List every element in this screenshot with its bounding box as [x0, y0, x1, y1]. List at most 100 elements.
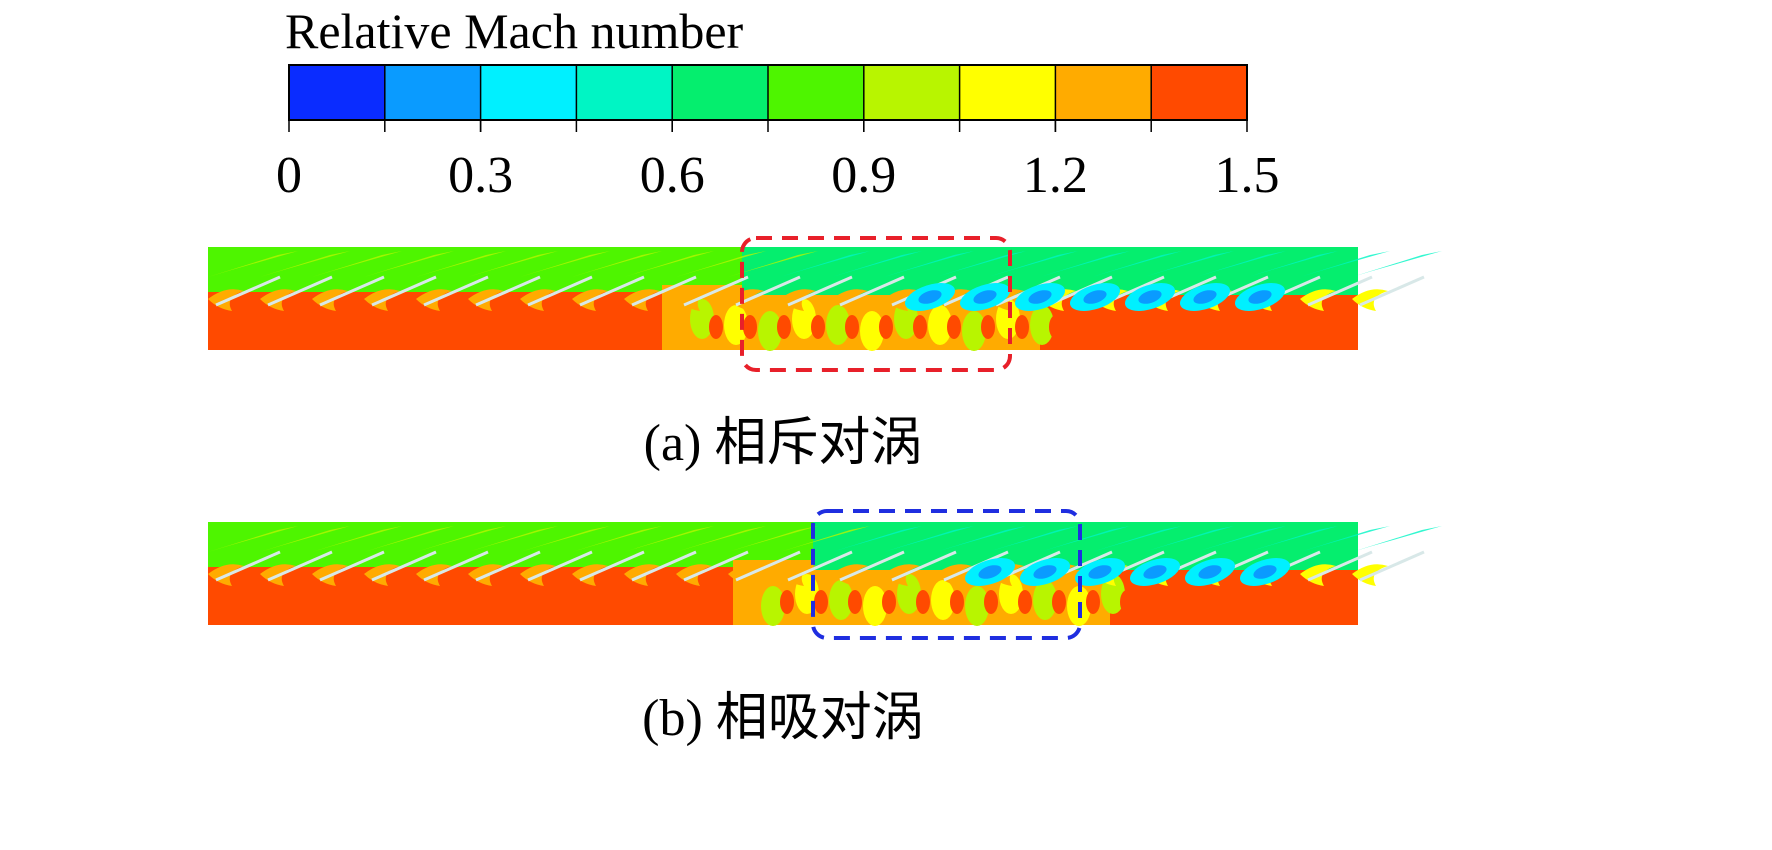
blade [683, 550, 749, 582]
colorbar-segment [863, 65, 961, 120]
blade [735, 550, 801, 582]
colorbar-segment [1151, 65, 1248, 120]
flow-blob [1015, 315, 1029, 339]
vortex-core [1198, 565, 1222, 579]
blade [267, 275, 333, 307]
vortex-core [918, 290, 942, 304]
vortex-core [1138, 290, 1162, 304]
colorbar-tick-label: 0.9 [831, 147, 896, 204]
blade [319, 275, 385, 307]
blade [579, 275, 645, 307]
vortex-core [1088, 565, 1112, 579]
flow-blob [1086, 590, 1100, 614]
flow-blob [848, 590, 862, 614]
blade [839, 275, 905, 307]
colorbar-tick-label: 1.2 [1023, 147, 1088, 204]
blade [735, 275, 801, 307]
flow-blob [965, 586, 989, 626]
colorbar-segment [1055, 65, 1152, 120]
blade [423, 550, 489, 582]
blade [631, 275, 697, 307]
vortex-core [973, 290, 997, 304]
flow-blob [814, 590, 828, 614]
flow-blob [1018, 590, 1032, 614]
flow-blob [916, 590, 930, 614]
flow-blob [962, 311, 986, 351]
colorbar-tick-label: 1.5 [1215, 147, 1280, 204]
flow-streak [1352, 526, 1442, 552]
vortex-core [1253, 565, 1277, 579]
flow-blob [913, 315, 927, 339]
blade [475, 550, 541, 582]
flow-blob [743, 315, 757, 339]
vortex-core [1143, 565, 1167, 579]
flow-blob [1101, 574, 1125, 614]
flow-blob [996, 299, 1020, 339]
blade [787, 550, 853, 582]
flow-blob [758, 311, 782, 351]
blade [1359, 275, 1425, 307]
flow-blob [947, 315, 961, 339]
colorbar-tick-label: 0.6 [640, 147, 705, 204]
flow-blob [950, 590, 964, 614]
vortex-core [1028, 290, 1052, 304]
colorbar-segment [959, 65, 1056, 120]
blade [475, 275, 541, 307]
blade [371, 550, 437, 582]
colorbar-segment [576, 65, 673, 120]
contour-panel-a [208, 247, 1442, 351]
colorbar-title: Relative Mach number [285, 3, 744, 59]
highlight-box [811, 509, 1082, 640]
flow-blob [879, 315, 893, 339]
flow-blob [984, 590, 998, 614]
caption: (a) 相斥对涡 [644, 415, 923, 472]
blade [215, 550, 281, 582]
flow-blob [1033, 580, 1057, 620]
vortex-core [1193, 290, 1217, 304]
flow-blob [1049, 315, 1063, 339]
flow-blob [863, 586, 887, 626]
colorbar-segment [384, 65, 482, 120]
flow-blob [931, 580, 955, 620]
flow-blob [845, 315, 859, 339]
highlight-box [740, 236, 1012, 372]
blade [527, 275, 593, 307]
colorbar-tick-label: 0 [276, 147, 302, 204]
vortex-core [1033, 565, 1057, 579]
blade [527, 550, 593, 582]
flow-blob [811, 315, 825, 339]
blade [319, 550, 385, 582]
flow-blob [709, 315, 723, 339]
flow-blob [826, 305, 850, 345]
vortex-core [1083, 290, 1107, 304]
flow-blob [882, 590, 896, 614]
blade [1359, 550, 1425, 582]
colorbar-segment [768, 65, 865, 120]
flow-blob [928, 305, 952, 345]
flow-blob [1030, 305, 1054, 345]
blade [631, 550, 697, 582]
flow-streak [1352, 251, 1442, 277]
flow-blob [761, 586, 785, 626]
flow-blob [780, 590, 794, 614]
blade [215, 275, 281, 307]
blade [1307, 550, 1373, 582]
caption: (b) 相吸对涡 [642, 690, 924, 747]
colorbar-segment [672, 65, 769, 120]
flow-blob [860, 311, 884, 351]
colorbar-segment [480, 65, 577, 120]
vortex-core [1248, 290, 1272, 304]
flow-blob [829, 580, 853, 620]
blade [423, 275, 489, 307]
blade [371, 275, 437, 307]
blade [1307, 275, 1373, 307]
flow-blob [1052, 590, 1066, 614]
vortex-core [978, 565, 1002, 579]
colorbar: 0 0.3 0.6 0.9 1.2 1.5 [276, 64, 1280, 204]
contour-panel-b [208, 522, 1442, 626]
flow-blob [777, 315, 791, 339]
flow-blob [1120, 590, 1134, 614]
blade [787, 275, 853, 307]
blade [891, 550, 957, 582]
